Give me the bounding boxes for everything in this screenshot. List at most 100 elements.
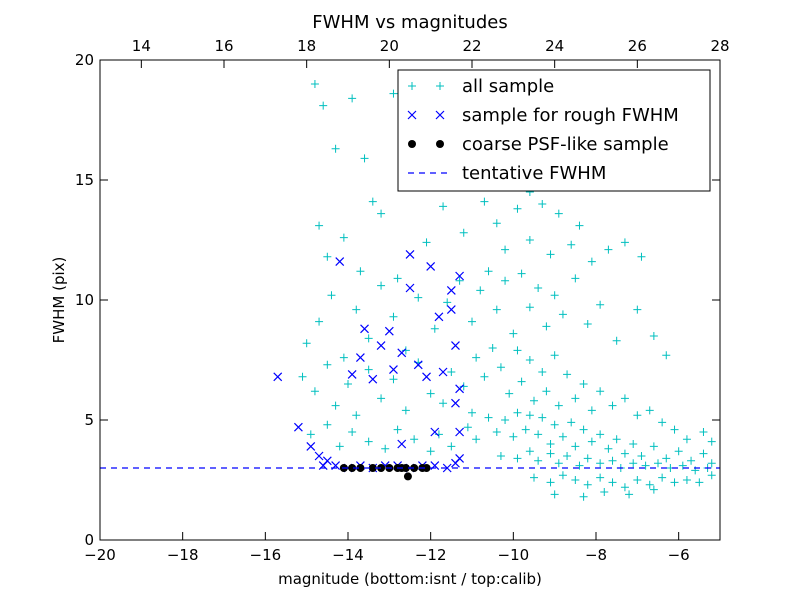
data-point	[447, 368, 456, 376]
data-point	[662, 351, 671, 360]
data-point	[550, 490, 559, 499]
data-point	[707, 437, 716, 446]
data-point	[550, 291, 559, 300]
data-point	[327, 291, 336, 300]
data-point	[430, 324, 439, 333]
data-point	[455, 427, 465, 437]
legend-label: all sample	[462, 76, 554, 97]
data-point	[384, 326, 394, 336]
data-point	[620, 238, 629, 247]
data-point	[620, 394, 629, 403]
data-point	[587, 257, 596, 266]
data-point	[678, 461, 687, 470]
data-point	[368, 197, 377, 206]
data-point	[298, 372, 307, 381]
data-point	[567, 418, 576, 427]
top-x-tick-label: 20	[380, 37, 399, 55]
data-point	[662, 454, 671, 463]
data-point	[654, 459, 662, 468]
data-point	[625, 490, 634, 499]
data-point	[670, 425, 679, 434]
data-point	[426, 447, 435, 456]
data-point	[563, 452, 572, 460]
data-point	[501, 276, 510, 285]
data-point	[492, 219, 501, 228]
data-point	[323, 252, 332, 261]
data-point	[310, 80, 319, 88]
data-point	[517, 269, 526, 278]
data-point	[583, 320, 592, 328]
data-point	[352, 411, 361, 420]
data-point	[587, 406, 596, 415]
data-point	[513, 454, 522, 463]
legend-label: coarse PSF-like sample	[462, 134, 669, 155]
data-point	[571, 274, 580, 283]
data-point	[658, 473, 667, 482]
top-x-tick-label: 16	[214, 37, 233, 55]
data-point	[546, 440, 555, 448]
data-point	[355, 353, 365, 363]
data-point	[393, 425, 402, 434]
data-point	[538, 413, 547, 422]
data-point	[377, 394, 386, 403]
top-x-tick-label: 24	[545, 37, 564, 55]
y-tick-label: 20	[75, 51, 94, 69]
data-point	[319, 101, 328, 110]
data-point	[389, 375, 398, 384]
data-point	[583, 454, 592, 463]
data-point	[563, 370, 572, 379]
data-point	[571, 394, 580, 403]
data-point	[658, 418, 667, 427]
data-point	[558, 432, 567, 441]
data-point	[434, 312, 444, 322]
data-point	[314, 451, 324, 461]
data-point	[339, 353, 348, 362]
data-point	[509, 329, 518, 338]
data-point	[534, 456, 543, 465]
data-point	[306, 430, 315, 439]
data-point	[550, 420, 559, 429]
data-point	[682, 435, 691, 444]
data-point	[459, 228, 468, 237]
chart-title: FWHM vs magnitudes	[312, 12, 507, 33]
data-point	[629, 459, 638, 468]
data-point	[554, 459, 563, 468]
legend-item-tentative-fwhm: tentative FWHM	[408, 163, 606, 184]
data-point	[699, 449, 708, 458]
data-point	[637, 452, 646, 460]
data-point	[674, 447, 683, 456]
data-point	[360, 154, 369, 163]
data-point	[348, 428, 357, 436]
data-point	[579, 492, 588, 501]
data-point	[534, 430, 543, 439]
data-point	[488, 344, 497, 352]
legend-swatch	[407, 110, 417, 120]
data-point	[468, 408, 476, 417]
data-point	[306, 441, 316, 451]
data-point	[389, 89, 398, 98]
data-point	[397, 348, 407, 358]
data-point	[633, 476, 642, 484]
data-point	[315, 221, 324, 230]
data-point	[368, 374, 378, 384]
data-point	[422, 372, 431, 382]
data-point	[302, 339, 311, 348]
data-point	[546, 478, 555, 487]
data-point	[649, 442, 658, 451]
data-point	[364, 437, 373, 446]
data-point	[315, 317, 324, 326]
data-point	[492, 305, 501, 314]
x-tick-label: −8	[585, 546, 607, 564]
data-point	[505, 389, 514, 398]
data-point	[335, 442, 344, 451]
legend-item-coarse-psf-like-sample: coarse PSF-like sample	[408, 134, 669, 155]
data-point	[538, 200, 547, 208]
data-point	[633, 305, 642, 314]
data-point	[348, 94, 357, 103]
data-point	[596, 387, 605, 396]
data-point	[439, 399, 448, 408]
data-point	[596, 430, 605, 439]
data-point	[525, 236, 534, 244]
data-point	[438, 367, 448, 377]
